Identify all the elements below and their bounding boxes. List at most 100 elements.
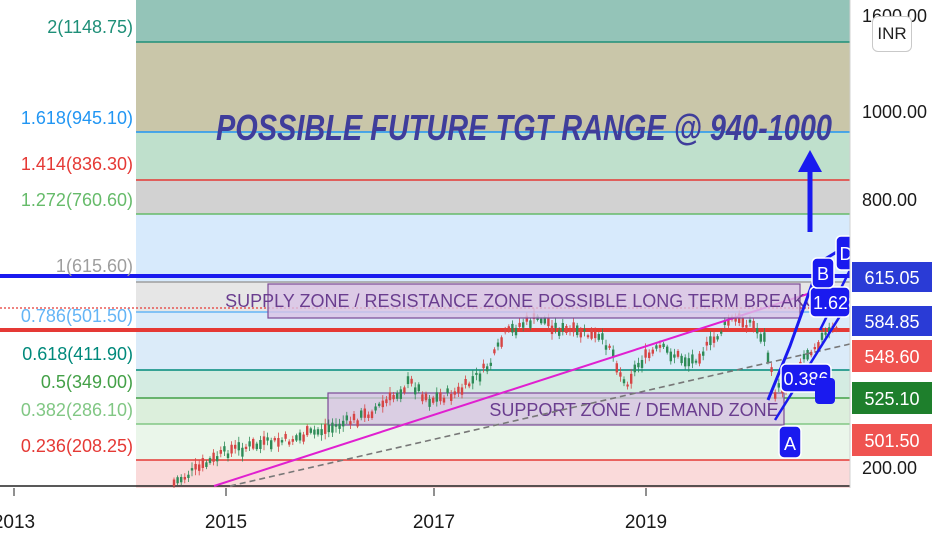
support-zone-box[interactable] [327,392,785,426]
price-tag-501-label: 501.50 [864,431,919,451]
candle-body [432,397,435,403]
candle-body [446,388,449,394]
candle-body [183,476,186,480]
candle-body [327,424,330,433]
candle-body [439,392,442,402]
price-tag-501[interactable] [852,424,932,456]
candle-body [457,386,460,393]
candle-body [752,320,755,331]
candle-body [450,394,453,401]
candle-body [561,322,564,332]
candle-body [244,446,248,449]
support-zone-label: SUPPORT ZONE / DEMAND ZONE [489,400,778,420]
candle-body [363,408,366,418]
fib-zone-top [136,0,850,42]
candle-body [453,391,456,395]
price-tag-548[interactable] [852,340,932,372]
candle-body [702,351,705,356]
harmonic-leg-1 [773,299,852,421]
pattern-marker-c [815,378,835,404]
candle-body [262,436,266,445]
candle-body [622,379,626,384]
candle-body [493,349,496,354]
candle-body [302,434,305,442]
candle-body [691,354,694,364]
candle-body [406,376,410,385]
candle-body [417,384,420,392]
candle-body [280,440,284,443]
candle-body [288,441,291,445]
candle-body [252,438,255,449]
candle-body [568,329,572,332]
price-tick-1000: 1000.00 [862,102,927,122]
candle-body [471,376,474,384]
point-b-label: B [817,264,829,284]
candle-body [759,334,762,342]
candle-body [176,477,179,484]
candle-body [360,410,363,418]
price-tag-548-label: 548.60 [864,347,919,367]
fib-zone-1618-1414 [136,132,850,180]
candle-body [583,329,586,332]
candle-body [734,317,737,322]
supply-zone-box[interactable] [267,283,801,319]
candle-body [648,352,651,359]
magenta-trendline[interactable] [213,289,821,487]
candle-body [828,327,831,334]
fib-zone-2-1618 [136,42,850,132]
dashed-trendline[interactable] [229,343,851,487]
candle-body [774,392,777,399]
currency-button[interactable]: INR [872,16,912,52]
candle-body [277,437,280,447]
time-axis[interactable] [0,488,932,550]
candle-body [684,357,687,367]
candle-body [511,323,514,333]
candle-body [475,372,478,375]
candle-body [367,414,370,418]
candle-body [748,319,752,323]
candle-body [766,352,770,363]
candle-body [198,464,201,471]
candle-body [547,318,550,327]
candle-body [540,318,543,324]
price-tag-584[interactable] [852,306,932,336]
candle-body [381,400,384,408]
price-axis[interactable] [850,0,932,488]
candle-body [817,342,820,351]
candle-body [194,463,197,470]
candle-body [180,476,183,483]
price-tag-615[interactable] [852,262,932,292]
candle-body [640,359,644,368]
candle-body [777,383,780,388]
candle-body [306,426,309,436]
price-tick-200: 200.00 [862,458,917,478]
candle-body [219,449,222,454]
fib-label-0786: 0.786(501.50) [21,306,133,326]
price-tag-525[interactable] [852,382,932,414]
candle-body [576,325,579,336]
candle-body [633,364,636,373]
point-a-box[interactable] [778,425,802,459]
candle-body [763,332,766,342]
candle-body [464,379,467,385]
candle-body [558,330,561,336]
candle-body [442,397,446,403]
candle-body [770,367,773,372]
candle-body [727,319,730,326]
candle-body [334,424,338,427]
fib-zone-1272-1 [136,214,850,282]
fib-label-05: 0.5(349.00) [41,372,133,392]
candle-body [460,387,464,395]
point-b-box[interactable] [811,257,835,289]
candle-body [392,395,395,400]
candle-body [284,433,287,439]
candle-body [712,336,716,343]
candle-body [237,442,240,451]
candle-body [655,345,658,349]
candle-body [644,349,647,358]
fib-zone-1414-1272 [136,180,850,214]
candle-body [514,327,518,336]
candle-body [662,343,665,348]
